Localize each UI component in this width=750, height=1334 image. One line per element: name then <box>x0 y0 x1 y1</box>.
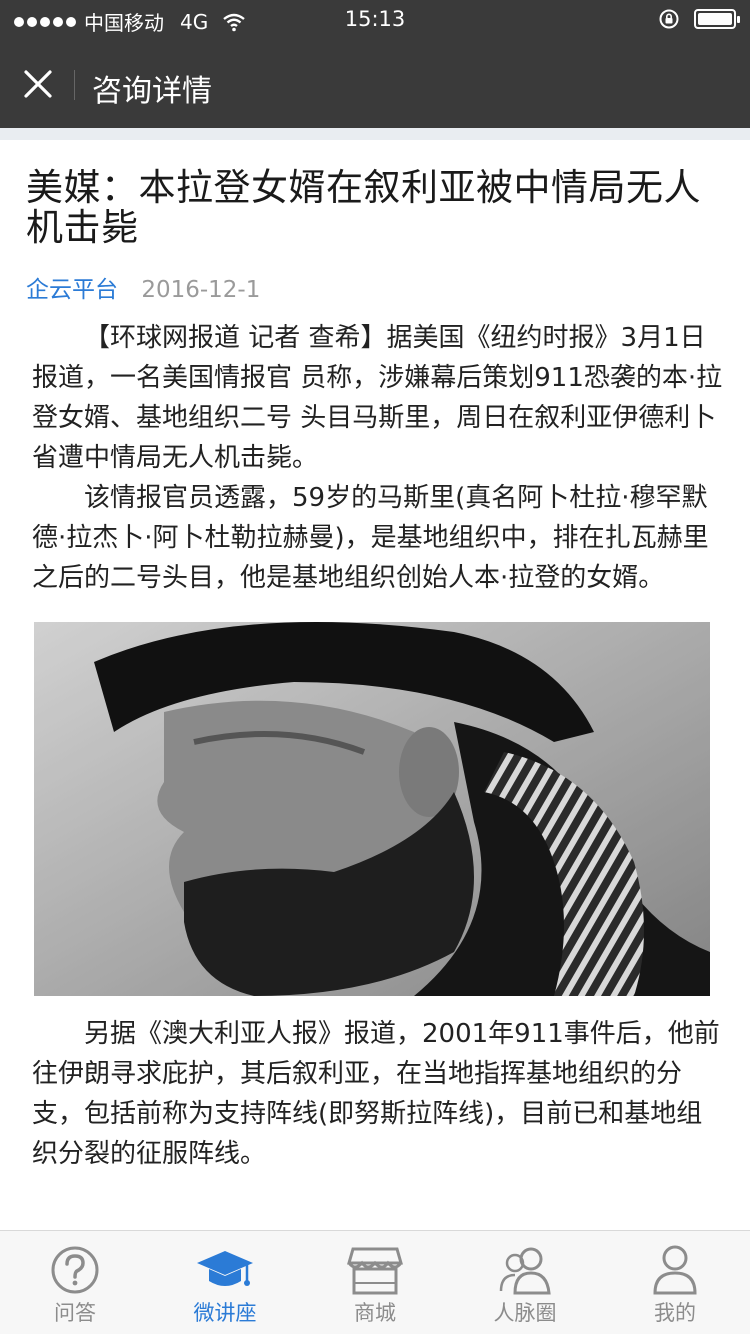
graduation-cap-icon <box>197 1251 253 1286</box>
network-label: 4G <box>180 9 209 34</box>
article-body: 【环球网报道 记者 查希】据美国《纽约时报》3月1日报道，一名美国情报官 员称，… <box>26 318 724 1174</box>
tab-network[interactable]: 人脉圈 <box>450 1231 600 1334</box>
question-icon <box>51 1246 99 1294</box>
nav-bar: 咨询详情 <box>0 40 750 128</box>
nav-divider <box>74 70 75 100</box>
status-time: 15:13 <box>344 7 406 31</box>
tab-qa[interactable]: 问答 <box>0 1231 150 1334</box>
tab-lecture[interactable]: 微讲座 <box>150 1231 300 1334</box>
article-paragraph: 另据《澳大利亚人报》报道，2001年911事件后，他前往伊朗寻求庇护，其后叙利亚… <box>32 1019 720 1169</box>
battery-icon <box>694 9 740 29</box>
status-left: 中国移动 4G <box>14 7 246 36</box>
tab-label: 我的 <box>654 1301 696 1325</box>
article-meta: 企云平台 2016-12-1 <box>26 270 724 304</box>
tab-label: 商城 <box>354 1301 396 1325</box>
tab-mall[interactable]: 商城 <box>300 1231 450 1334</box>
user-icon <box>653 1245 697 1295</box>
article-photo <box>34 622 710 996</box>
article-date: 2016-12-1 <box>141 277 261 303</box>
article-headline: 美媒：本拉登女婿在叙利亚被中情局无人机击毙 <box>26 166 701 249</box>
article-content[interactable]: 美媒：本拉登女婿在叙利亚被中情局无人机击毙 企云平台 2016-12-1 【环球… <box>0 140 750 1230</box>
signal-icon <box>14 16 76 27</box>
article-source-link[interactable]: 企云平台 <box>26 277 118 303</box>
close-icon[interactable] <box>18 64 58 104</box>
header-gap <box>0 128 750 140</box>
tab-label: 人脉圈 <box>493 1301 557 1325</box>
contacts-icon <box>499 1247 551 1295</box>
page-title: 咨询详情 <box>92 74 212 109</box>
wifi-icon <box>223 13 245 31</box>
rotation-lock-icon <box>659 9 679 29</box>
store-icon <box>347 1247 403 1295</box>
carrier-label: 中国移动 <box>84 11 164 35</box>
battery-fill <box>698 13 732 25</box>
tab-label: 微讲座 <box>193 1301 257 1325</box>
tab-me[interactable]: 我的 <box>600 1231 750 1334</box>
article-paragraph: 该情报官员透露，59岁的马斯里(真名阿卜杜拉·穆罕默德·拉杰卜·阿卜杜勒拉赫曼)… <box>32 483 709 593</box>
article-paragraph: 【环球网报道 记者 查希】据美国《纽约时报》3月1日报道，一名美国情报官 员称，… <box>32 323 723 473</box>
status-bar: 中国移动 4G 15:13 <box>0 0 750 40</box>
status-right <box>658 8 740 30</box>
tab-label: 问答 <box>54 1301 96 1325</box>
bottom-tab-bar: 问答 微讲座 商城 人脉圈 我的 <box>0 1230 750 1334</box>
